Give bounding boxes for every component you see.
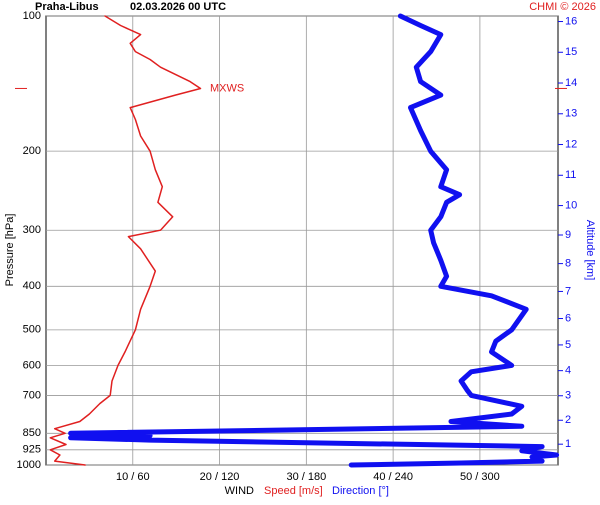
y2-axis-label: Altitude [km] xyxy=(584,220,596,281)
credit: CHMI © 2026 xyxy=(529,1,596,13)
y-tick-label: 500 xyxy=(23,324,41,336)
y-tick-label: 850 xyxy=(23,427,41,439)
x-tick-label: 40 / 240 xyxy=(373,471,413,483)
y-tick-label: 600 xyxy=(23,359,41,371)
y-tick-label: 925 xyxy=(23,444,41,456)
y-tick-label: 200 xyxy=(23,145,41,157)
direction-line xyxy=(68,13,560,468)
speed-line xyxy=(49,15,202,466)
x-axis-label: WIND xyxy=(225,485,254,497)
y2-tick-label: 8 xyxy=(565,258,571,270)
y2-tick-label: 15 xyxy=(565,46,577,58)
y-tick-label: 300 xyxy=(23,224,41,236)
y2-tick-label: 12 xyxy=(565,138,577,150)
direction-label: Direction [°] xyxy=(332,485,389,497)
y2-tick-label: 7 xyxy=(565,285,571,297)
y2-tick-label: 6 xyxy=(565,312,571,324)
y2-tick-label: 13 xyxy=(565,108,577,120)
chart-title: Praha-Libus xyxy=(35,1,99,13)
y2-tick-label: 4 xyxy=(565,365,571,377)
y2-tick-label: 2 xyxy=(565,414,571,426)
x-tick-label: 30 / 180 xyxy=(286,471,326,483)
y2-tick-label: 10 xyxy=(565,199,577,211)
speed-label: Speed [m/s] xyxy=(264,485,323,497)
y2-tick-label: 14 xyxy=(565,77,577,89)
y-axis-label: Pressure [hPa] xyxy=(4,214,16,287)
x-tick-label: 20 / 120 xyxy=(200,471,240,483)
x-tick-label: 50 / 300 xyxy=(460,471,500,483)
y2-tick-label: 9 xyxy=(565,229,571,241)
y-tick-label: 100 xyxy=(23,10,41,22)
y2-tick-label: 16 xyxy=(565,15,577,27)
y2-tick-label: 1 xyxy=(565,438,571,450)
x-tick-label: 10 / 60 xyxy=(116,471,150,483)
y-tick-label: 400 xyxy=(23,280,41,292)
y-tick-label: 700 xyxy=(23,389,41,401)
annotation-label: MXWS xyxy=(210,82,244,94)
chart-subtitle: 02.03.2026 00 UTC xyxy=(130,1,226,13)
y-tick-label: 1000 xyxy=(17,459,41,471)
y2-tick-label: 3 xyxy=(565,390,571,402)
y2-tick-label: 5 xyxy=(565,339,571,351)
y2-tick-label: 11 xyxy=(565,169,576,181)
